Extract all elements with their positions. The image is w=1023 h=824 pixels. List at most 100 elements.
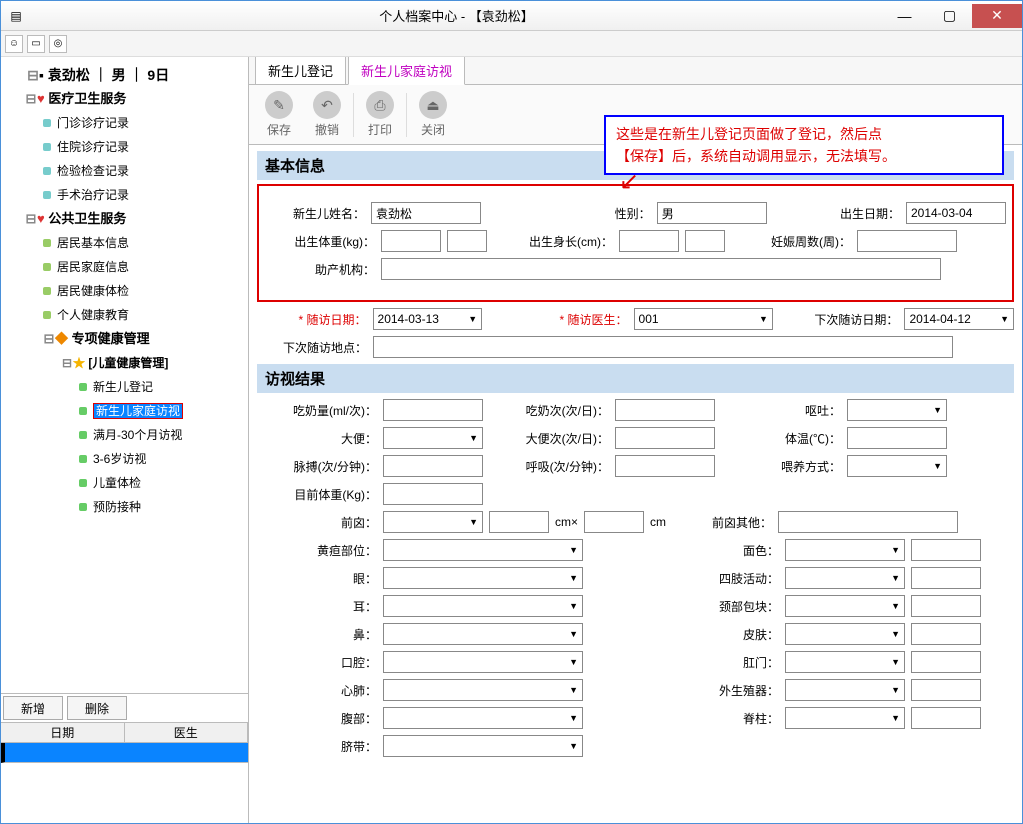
- col-date: 日期: [1, 723, 125, 742]
- input-length-2: [685, 230, 725, 252]
- input-org: [381, 258, 941, 280]
- mini-toolbar: ☺ ▭ ◎: [1, 31, 1022, 57]
- input[interactable]: [911, 539, 981, 561]
- tree-item[interactable]: 检验检查记录: [43, 159, 246, 183]
- input[interactable]: [911, 679, 981, 701]
- lbl: 颈部包块：: [589, 598, 779, 615]
- lbl: 腹部：: [257, 710, 377, 727]
- tree-child-mgmt[interactable]: ⊟★ [儿童健康管理]: [61, 351, 246, 375]
- input[interactable]: [615, 399, 715, 421]
- tree-item[interactable]: 住院诊疗记录: [43, 135, 246, 159]
- grid-row-selected[interactable]: [1, 743, 248, 763]
- tree-child-item[interactable]: 新生儿家庭访视: [79, 399, 246, 423]
- combo[interactable]: ▼: [383, 539, 583, 561]
- combo[interactable]: ▼: [383, 567, 583, 589]
- input-next-place[interactable]: [373, 336, 953, 358]
- tree-child-item[interactable]: 新生儿登记: [79, 375, 246, 399]
- input[interactable]: [911, 595, 981, 617]
- tree-child-item[interactable]: 3-6岁访视: [79, 447, 246, 471]
- input[interactable]: [383, 455, 483, 477]
- tab[interactable]: 新生儿登记: [255, 57, 346, 84]
- delete-button[interactable]: 删除: [67, 696, 127, 720]
- tree-child-item[interactable]: 预防接种: [79, 495, 246, 519]
- tool-关闭[interactable]: ⏏关闭: [411, 91, 455, 138]
- tree-public[interactable]: ⊟♥ 公共卫生服务: [25, 207, 246, 231]
- tree-child-item[interactable]: 儿童体检: [79, 471, 246, 495]
- toolbar-icon-3[interactable]: ◎: [49, 35, 67, 53]
- input[interactable]: [383, 483, 483, 505]
- section-visit: 访视结果: [257, 364, 1014, 393]
- input[interactable]: [847, 427, 947, 449]
- tool-打印[interactable]: ⎙打印: [358, 91, 402, 138]
- tool-撤销[interactable]: ↶撤销: [305, 91, 349, 138]
- lbl-followup-date: * 随访日期：: [257, 311, 367, 328]
- input[interactable]: [911, 623, 981, 645]
- tree-item[interactable]: 手术治疗记录: [43, 183, 246, 207]
- combo[interactable]: ▼: [785, 707, 905, 729]
- lbl: 呼吸(次/分钟)：: [489, 458, 609, 475]
- tree-item[interactable]: 居民健康体检: [43, 279, 246, 303]
- combo-followup-doctor[interactable]: 001▼: [634, 308, 773, 330]
- input[interactable]: [911, 567, 981, 589]
- lbl: 喂养方式：: [721, 458, 841, 475]
- input[interactable]: [383, 399, 483, 421]
- lbl: 肛门：: [589, 654, 779, 671]
- lbl-gest: 妊娠周数(周)：: [731, 233, 851, 250]
- input[interactable]: [911, 651, 981, 673]
- combo[interactable]: ▼: [785, 651, 905, 673]
- tab[interactable]: 新生儿家庭访视: [348, 57, 465, 85]
- input[interactable]: [615, 455, 715, 477]
- tree-special[interactable]: ⊟◆ 专项健康管理: [43, 327, 246, 351]
- combo-next-date[interactable]: 2014-04-12▼: [904, 308, 1014, 330]
- input-length-1: [619, 230, 679, 252]
- combo[interactable]: ▼: [785, 567, 905, 589]
- lbl-org: 助产机构：: [265, 261, 375, 278]
- input-weight-1: [381, 230, 441, 252]
- titlebar: ▤ 个人档案中心 - 【袁劲松】 — ▢ ✕: [1, 1, 1022, 31]
- lbl: 脉搏(次/分钟)：: [257, 458, 377, 475]
- combo[interactable]: ▼: [383, 679, 583, 701]
- input[interactable]: [911, 707, 981, 729]
- toolbar-icon-1[interactable]: ☺: [5, 35, 23, 53]
- combo-qianxin[interactable]: ▼: [383, 511, 483, 533]
- lbl-qianxin: 前囟：: [257, 514, 377, 531]
- tree-item[interactable]: 居民基本信息: [43, 231, 246, 255]
- lbl: 脊柱：: [589, 710, 779, 727]
- input-qianxin-other[interactable]: [778, 511, 958, 533]
- lbl-qianxin-other: 前囟其他：: [672, 514, 772, 531]
- maximize-button[interactable]: ▢: [927, 4, 972, 28]
- combo[interactable]: ▼: [785, 595, 905, 617]
- minimize-button[interactable]: —: [882, 4, 927, 28]
- tool-保存[interactable]: ✎保存: [257, 91, 301, 138]
- combo-followup-date[interactable]: 2014-03-13▼: [373, 308, 483, 330]
- combo[interactable]: ▼: [847, 455, 947, 477]
- tree-root[interactable]: ⊟▪ 袁劲松 ｜ 男 ｜ 9日: [7, 63, 246, 87]
- lbl: 吃奶次(次/日)：: [489, 402, 609, 419]
- add-button[interactable]: 新增: [3, 696, 63, 720]
- toolbar-icon-2[interactable]: ▭: [27, 35, 45, 53]
- input-qianxin-h[interactable]: [584, 511, 644, 533]
- combo[interactable]: ▼: [383, 651, 583, 673]
- lbl: 外生殖器：: [589, 682, 779, 699]
- combo[interactable]: ▼: [383, 623, 583, 645]
- lbl: 黄疸部位：: [257, 542, 377, 559]
- input[interactable]: [615, 427, 715, 449]
- combo[interactable]: ▼: [383, 595, 583, 617]
- txt-cm: cm: [650, 515, 666, 529]
- combo[interactable]: ▼: [847, 399, 947, 421]
- tree-child-item[interactable]: 满月-30个月访视: [79, 423, 246, 447]
- combo[interactable]: ▼: [383, 427, 483, 449]
- combo[interactable]: ▼: [383, 735, 583, 757]
- tree-item[interactable]: 个人健康教育: [43, 303, 246, 327]
- nav-tree: ⊟▪ 袁劲松 ｜ 男 ｜ 9日 ⊟♥ 医疗卫生服务 门诊诊疗记录住院诊疗记录检验…: [1, 57, 248, 693]
- tree-item[interactable]: 门诊诊疗记录: [43, 111, 246, 135]
- combo[interactable]: ▼: [383, 707, 583, 729]
- combo[interactable]: ▼: [785, 623, 905, 645]
- tree-item[interactable]: 居民家庭信息: [43, 255, 246, 279]
- lbl: 面色：: [589, 542, 779, 559]
- input-qianxin-w[interactable]: [489, 511, 549, 533]
- close-button[interactable]: ✕: [972, 4, 1022, 28]
- combo[interactable]: ▼: [785, 539, 905, 561]
- tree-medical[interactable]: ⊟♥ 医疗卫生服务: [25, 87, 246, 111]
- combo[interactable]: ▼: [785, 679, 905, 701]
